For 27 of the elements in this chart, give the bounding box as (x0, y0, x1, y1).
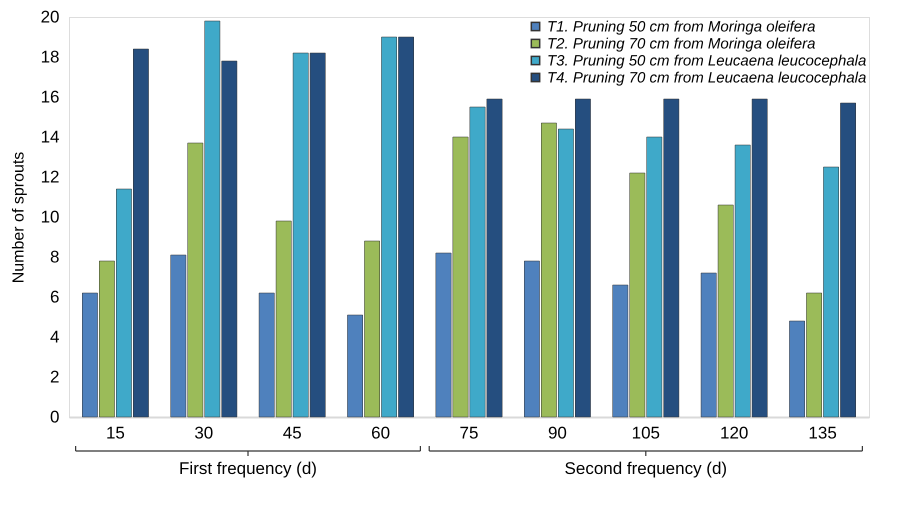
text: First frequency (d) (179, 459, 317, 478)
y-axis-title: Number of sprouts (10, 152, 28, 284)
x-tick-label: 105 (632, 424, 660, 442)
y-tick-label: 14 (40, 128, 60, 146)
x-tick-label: 45 (282, 424, 302, 442)
y-tick-label: 2 (50, 368, 60, 386)
legend-label: T1. Pruning 50 cm from Moringa oleifera (547, 18, 816, 36)
x-tick-label: 30 (194, 424, 214, 442)
y-tick-label: 8 (50, 248, 60, 266)
y-tick-label: 0 (50, 408, 60, 426)
y-tick-label: 12 (40, 168, 60, 186)
y-tick-label: 20 (40, 8, 60, 26)
x-tick-label: 75 (460, 424, 478, 442)
x-tick-label: 135 (808, 424, 837, 442)
y-tick-label: 16 (40, 88, 60, 106)
x-tick-label: 90 (548, 424, 567, 442)
x-tick-label: 120 (720, 424, 748, 442)
legend-label: T3. Pruning 50 cm from Leucaena leucocephala (547, 52, 866, 70)
legend-label: T4. Pruning 70 cm from Leucaena leucocephala (547, 70, 866, 86)
y-tick-label: 18 (40, 48, 60, 66)
legend-label: T2. Pruning 70 cm from Moringa oleifera (547, 36, 816, 52)
text: Second frequency (d) (564, 459, 728, 478)
y-tick-label: 6 (50, 288, 60, 306)
y-tick-label: 4 (50, 328, 60, 346)
y-tick-label: 10 (40, 208, 60, 226)
x-tick-label: 15 (106, 424, 125, 442)
x-tick-label: 60 (371, 424, 390, 442)
